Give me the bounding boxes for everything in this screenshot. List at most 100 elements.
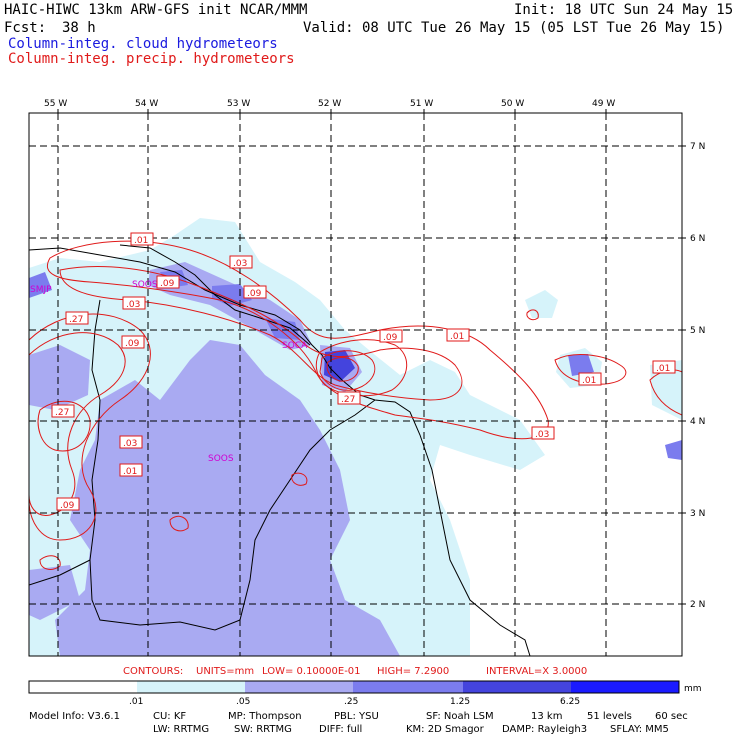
svg-text:.09: .09 [125,339,140,349]
svg-text:.01: .01 [450,332,464,342]
contour-label-box: .01 [446,328,470,342]
latitude-labels: 7 N 6 N 5 N 4 N 3 N 2 N [690,142,705,610]
model-info-pbl: PBL: YSU [334,711,379,722]
lon-label: 55 W [44,99,67,109]
contour-label-box: .09 [121,335,145,349]
map-frame [28,112,683,657]
colorbar-swatch [571,681,679,693]
svg-text:.09: .09 [247,289,262,299]
precip-contour-small-2 [291,472,308,486]
model-info-sw: SW: RRTMG [234,724,292,735]
colorbar-tick: 6.25 [560,697,580,707]
cloud-shade-dark-west [29,272,52,298]
cloud-shade-light-edge [650,360,682,420]
colorbar-tick: .01 [129,697,143,707]
contour-value-labels: .01 .03 .09 .03 .09 .27 .09 .27 .03 .01 … [51,232,676,511]
contour-label-box: .09 [156,275,180,289]
colorbar-swatch [245,681,353,693]
model-info-sf: SF: Noah LSM [426,711,494,722]
svg-text:.01: .01 [123,467,137,477]
svg-text:.09: .09 [383,333,398,343]
colorbar-swatch [353,681,463,693]
lon-label: 52 W [318,99,341,109]
station-labels: SMJP SOOS SOCA SOOS [30,280,308,464]
svg-text:.09: .09 [160,279,175,289]
lat-label: 6 N [690,234,705,244]
init-time: Init: 18 UTC Sun 24 May 15 [514,2,734,18]
model-info-damp: DAMP: Rayleigh3 [502,724,588,735]
contours-info-interval: INTERVAL=X 3.0000 [486,666,588,677]
contours-info-label: CONTOURS: [123,666,184,677]
contour-label-box: .27 [65,311,89,325]
lat-label: 2 N [690,600,705,610]
coastline [29,247,531,656]
colorbar: .01 .05 .25 1.25 6.25 mm [28,680,702,707]
station-label: SMJP [30,285,52,295]
cloud-shade-light-east [525,290,558,318]
precip-contour-west-27 [37,400,91,452]
precip-contour-small-3 [526,309,539,321]
forecast-hour: 38 h [62,20,96,36]
contour-label-box: .01 [119,463,143,477]
colorbar-swatch [463,681,571,693]
contour-label-box: .09 [56,497,80,511]
lon-label: 51 W [410,99,433,109]
forecast-label: Fcst: [4,20,47,36]
colorbar-tick: .25 [344,697,358,707]
precip-field-legend: Column-integ. precip. hydrometeors [8,51,295,67]
contour-label-box: .03 [119,435,143,449]
model-info-km: KM: 2D Smagor [406,724,484,735]
model-info-mp: MP: Thompson [228,711,302,722]
station-label: SOOS [208,454,234,464]
longitude-labels: 55 W 54 W 53 W 52 W 51 W 50 W 49 W [44,99,615,109]
svg-text:.27: .27 [55,408,69,418]
precip-contour-09 [315,339,408,397]
lon-label: 50 W [501,99,524,109]
precip-contour-03 [59,266,463,401]
model-info-timestep: 60 sec [655,711,688,722]
cloud-shade-dark-east [568,354,594,376]
colorbar-tick: .05 [236,697,250,707]
precip-contour-west-09 [29,332,126,516]
svg-text:.03: .03 [126,300,140,310]
contour-label-box: .03 [229,255,253,269]
valid-time: Valid: 08 UTC Tue 26 May 15 (05 LST Tue … [303,20,725,36]
graticule [29,113,682,656]
colorbar-tick: 1.25 [450,697,470,707]
svg-text:.27: .27 [69,315,83,325]
border-sw [29,559,91,586]
lon-label: 54 W [135,99,158,109]
contours-info-low: LOW= 0.10000E-01 [262,666,361,677]
precip-contour-small-1 [169,515,189,532]
ticks [57,109,686,605]
contour-label-box: .09 [379,329,403,343]
contour-label-box: .01 [130,232,154,246]
lon-label: 53 W [227,99,250,109]
colorbar-unit: mm [684,684,702,694]
colorbar-swatch [137,681,245,693]
contour-label-box: .27 [51,404,75,418]
cloud-shade-dark-edge [665,440,682,460]
contours-info-high: HIGH= 7.2900 [377,666,450,677]
cloud-shade-medium [55,340,400,656]
model-info-resolution: 13 km [531,711,563,722]
precip-contour-small-4 [39,555,61,570]
lon-label: 49 W [592,99,615,109]
svg-text:.09: .09 [60,501,75,511]
lat-label: 4 N [690,417,705,427]
cloud-shade-medium-west [29,345,90,410]
station-label: SOCA [282,341,308,351]
svg-text:.27: .27 [341,395,355,405]
cloud-shade-dark-3 [265,318,300,340]
lat-label: 3 N [690,509,705,519]
model-info-levels: 51 levels [587,711,632,722]
contour-label-box: .01 [578,372,602,386]
border-south [89,299,376,631]
lat-label: 5 N [690,326,705,336]
svg-text:.01: .01 [582,376,596,386]
model-info-lw: LW: RRTMG [153,724,210,735]
precip-contour-81 [326,357,359,382]
contour-label-box: .01 [652,360,676,374]
svg-text:.03: .03 [535,430,549,440]
